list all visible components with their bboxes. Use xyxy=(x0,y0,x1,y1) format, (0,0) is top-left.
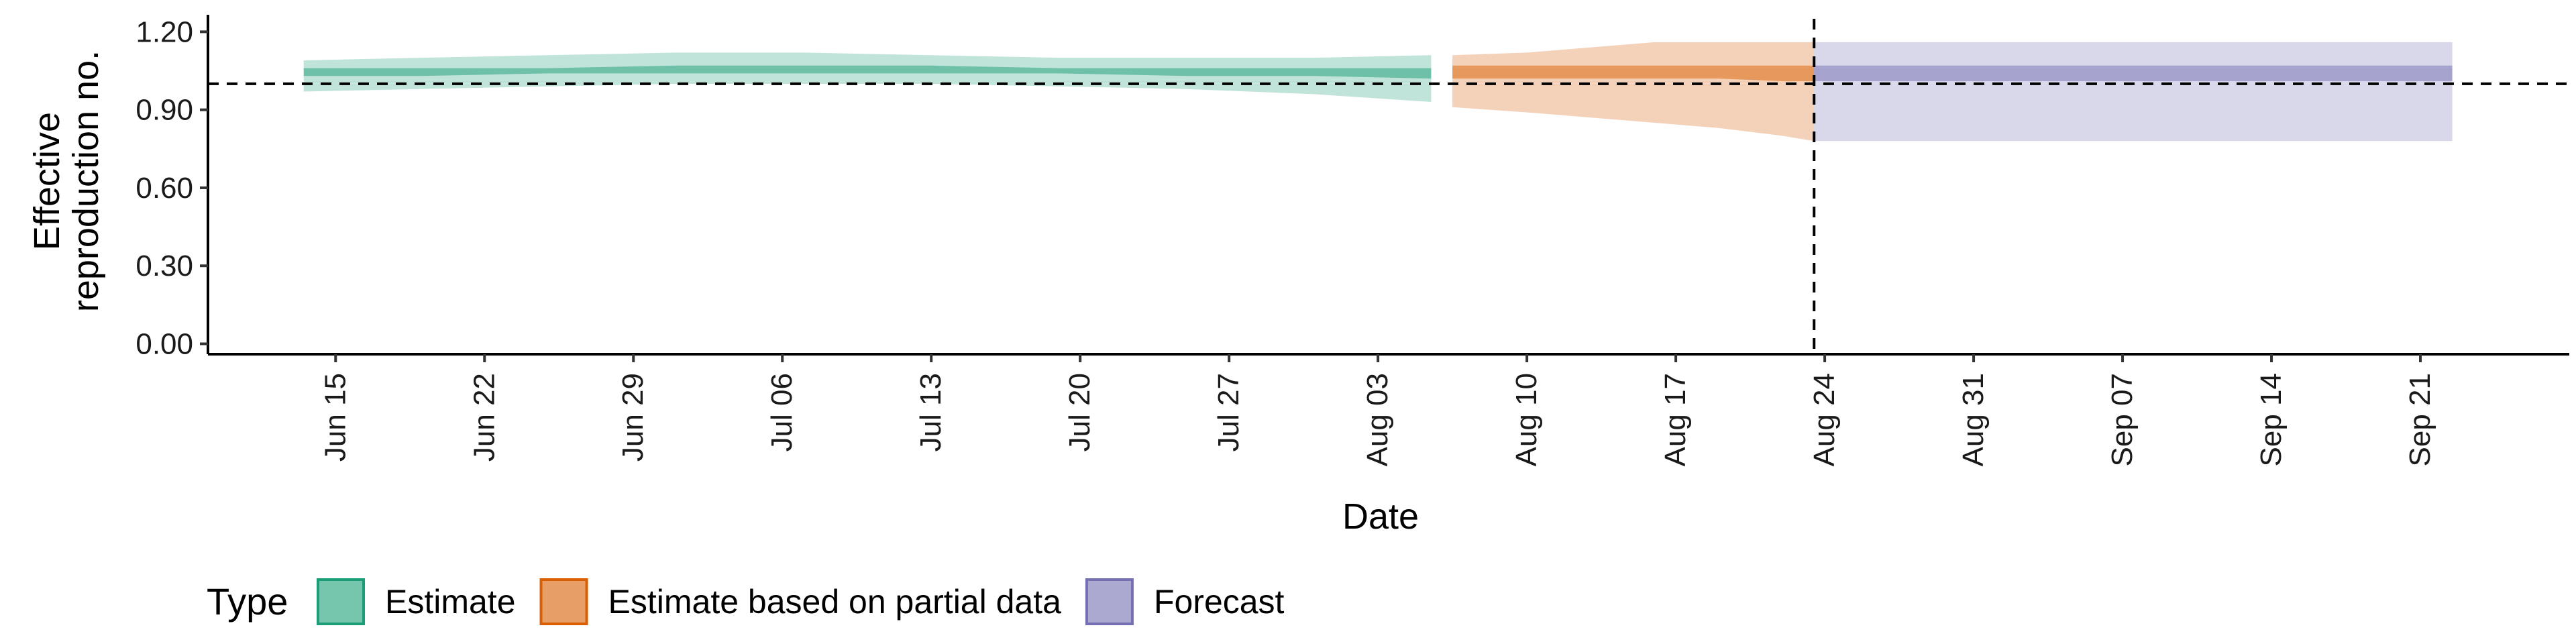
y-tick-label: 0.60 xyxy=(136,172,193,205)
y-axis: 0.00 0.30 0.60 0.90 1.20 xyxy=(136,15,209,360)
estimate-based-on-partial-data-50-interval xyxy=(1452,65,1815,81)
x-tick-label: Jul 06 xyxy=(765,373,798,451)
legend-swatch xyxy=(317,578,365,625)
x-tick-label: Aug 24 xyxy=(1808,373,1841,466)
x-tick-label: Jul 13 xyxy=(914,373,947,451)
legend-swatch xyxy=(539,578,588,625)
estimate-50-interval xyxy=(303,65,1432,79)
x-tick-label: Aug 17 xyxy=(1659,373,1692,466)
y-tick-label: 1.20 xyxy=(136,15,193,48)
x-tick-label: Aug 03 xyxy=(1361,373,1394,466)
x-tick-label: Jun 15 xyxy=(319,373,352,462)
legend: Type Estimate Estimate based on partial da… xyxy=(207,578,1285,625)
y-axis-title-line: reproduction no. xyxy=(66,50,106,312)
x-axis: Jun 15 Jun 22 Jun 29 Jul 06 Jul 13 Jul 20 Jul … xyxy=(208,353,2569,466)
legend-title: Type xyxy=(207,580,288,623)
x-tick-label: Sep 14 xyxy=(2255,373,2288,466)
legend-label: Forecast xyxy=(1154,583,1285,621)
estimate-90-interval xyxy=(303,52,1432,102)
x-tick-label: Sep 21 xyxy=(2404,373,2436,466)
x-tick-label: Jun 29 xyxy=(616,373,649,462)
legend-label: Estimate based on partial data xyxy=(608,583,1062,621)
x-tick-label: Aug 31 xyxy=(1957,373,1990,466)
y-tick-label: 0.30 xyxy=(136,250,193,282)
x-tick-label: Aug 10 xyxy=(1510,373,1543,466)
y-tick-label: 0.00 xyxy=(136,327,193,360)
legend-label: Estimate xyxy=(385,583,516,621)
plot-area xyxy=(208,19,2569,354)
y-tick-label: 0.90 xyxy=(136,94,193,127)
y-axis-title-line: Effective xyxy=(27,112,67,250)
y-axis-title: Effectivereproduction no. xyxy=(27,50,106,312)
legend-swatch xyxy=(1085,578,1134,625)
estimate-based-on-partial-data-90-interval xyxy=(1452,42,1815,142)
x-axis-title: Date xyxy=(1342,496,1419,537)
forecast-90-interval xyxy=(1814,42,2453,142)
x-tick-label: Jun 22 xyxy=(468,373,500,462)
x-tick-label: Jul 20 xyxy=(1063,373,1096,451)
x-tick-label: Jul 27 xyxy=(1212,373,1245,451)
x-tick-label: Sep 07 xyxy=(2106,373,2139,466)
forecast-50-interval xyxy=(1814,65,2453,81)
